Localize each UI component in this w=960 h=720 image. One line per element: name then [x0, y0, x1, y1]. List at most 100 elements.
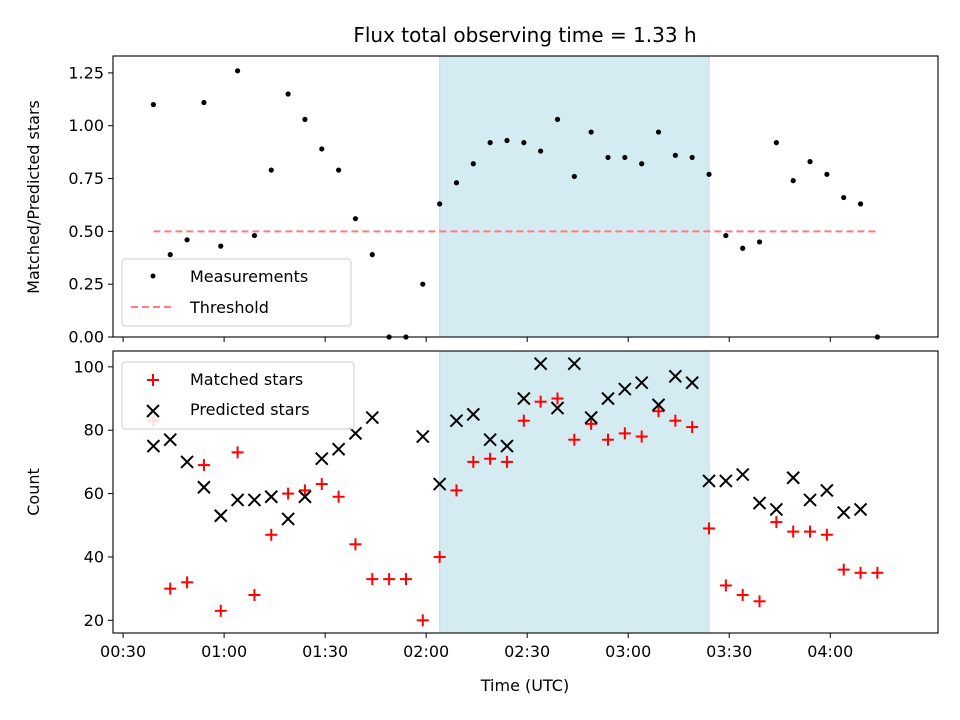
- legend-matched-label: Matched stars: [190, 370, 303, 389]
- predicted-star-point: [550, 401, 565, 415]
- measurement-point: [756, 239, 763, 245]
- legend-measurements-label: Measurements: [190, 267, 308, 286]
- top-legend-box: [121, 258, 352, 327]
- bot-y-tick-label: 100: [73, 357, 104, 376]
- predicted-star-point: [803, 493, 817, 507]
- matched-star-point: [534, 395, 547, 408]
- measurement-point: [571, 173, 577, 180]
- predicted-star-point: [500, 439, 514, 453]
- bottom-legend-box: [121, 361, 355, 430]
- measurement-point: [824, 171, 830, 177]
- predicted-star-point: [853, 502, 868, 517]
- matched-star-point: [871, 566, 884, 579]
- legend-predicted-label: Predicted stars: [190, 400, 310, 419]
- matched-star-point: [197, 459, 210, 472]
- x-tick-label: 02:30: [504, 642, 550, 661]
- top-x-ticks: [122, 337, 831, 342]
- bot-y-tick-label: 40: [84, 547, 104, 566]
- predicted-star-point: [786, 471, 800, 485]
- predicted-star-point: [230, 493, 245, 507]
- measurement-point: [504, 137, 510, 144]
- matched-star-point: [500, 455, 513, 468]
- predicted-star-point: [584, 410, 598, 425]
- predicted-star-point: [365, 410, 379, 425]
- measurement-point: [487, 140, 493, 146]
- x-tick-label: 03:30: [706, 642, 752, 661]
- x-tick-label: 02:00: [403, 642, 449, 661]
- predicted-star-point: [483, 433, 497, 447]
- measurement-point: [336, 167, 342, 173]
- matched-star-point: [265, 528, 278, 541]
- matched-star-point: [366, 573, 379, 586]
- legend-measurements-marker: [150, 273, 156, 279]
- bot-y-tick-label: 80: [84, 421, 104, 440]
- measurement-point: [639, 161, 645, 167]
- bottom-x-ticks: 00:30 01:00 01:30 02:00 02:30 03:00 03:30 04:00: [100, 633, 853, 661]
- measurement-point: [453, 180, 460, 186]
- x-tick-label: 01:00: [201, 642, 247, 661]
- predicted-star-point: [146, 439, 161, 453]
- top-y-tick-label: 1.25: [68, 63, 104, 82]
- top-axes-frame: [112, 55, 939, 338]
- matched-star-point: [618, 427, 631, 440]
- top-y-tick-label: 0.00: [68, 328, 104, 347]
- measurement-point: [790, 178, 796, 184]
- matched-star-point: [787, 525, 800, 538]
- measurement-point: [470, 161, 476, 167]
- predicted-star-point: [601, 391, 615, 406]
- legend-predicted-marker: [146, 404, 160, 418]
- measurement-point: [857, 201, 864, 207]
- predicted-star-point: [197, 480, 211, 494]
- top-y-ticks: 0.00 0.25 0.50 0.75 1.00 1.25: [68, 63, 113, 347]
- matched-star-point: [181, 576, 194, 589]
- x-tick-label: 00:30: [100, 642, 146, 661]
- predicted-star-point: [685, 375, 699, 390]
- predicted-star-point: [702, 474, 716, 488]
- matched-star-point: [568, 433, 581, 446]
- predicted-star-point: [315, 452, 329, 466]
- measurement-point: [201, 99, 207, 106]
- matched-star-point: [820, 528, 833, 541]
- matched-star-point: [467, 455, 480, 468]
- measurement-point: [302, 116, 308, 122]
- matched-star-point: [164, 582, 177, 595]
- matched-star-point: [686, 421, 699, 434]
- matched-star-point: [399, 573, 412, 586]
- measurement-point: [807, 159, 813, 165]
- matched-star-point: [652, 405, 665, 418]
- measurement-point: [437, 201, 443, 207]
- measurement-point: [706, 171, 712, 177]
- measurement-point: [841, 194, 847, 201]
- matched-star-point: [433, 550, 446, 563]
- predicted-star-point: [264, 490, 278, 504]
- predicted-star-point: [214, 509, 228, 523]
- matched-star-point: [804, 525, 817, 538]
- matched-star-point: [282, 487, 295, 500]
- matched-star-point: [248, 588, 261, 601]
- top-y-axis-label: Matched/Predicted stars: [24, 100, 43, 294]
- top-shaded-span: [439, 56, 710, 337]
- matched-star-point: [602, 433, 614, 446]
- x-tick-label: 03:00: [605, 642, 651, 661]
- predicted-star-point: [651, 398, 666, 412]
- matched-star-point: [770, 516, 783, 529]
- measurement-point: [689, 154, 695, 161]
- predicted-star-point: [416, 429, 430, 444]
- predicted-star-point: [247, 493, 262, 507]
- measurement-point: [420, 281, 426, 287]
- matched-star-point: [635, 430, 648, 443]
- predicted-star-point: [668, 369, 683, 384]
- measurement-point: [251, 232, 258, 239]
- matched-star-point: [585, 417, 598, 430]
- measurement-point: [268, 167, 274, 173]
- measurement-point: [554, 116, 561, 122]
- predicted-star-point: [769, 502, 784, 517]
- predicted-star-point: [820, 483, 834, 498]
- predicted-star-point: [567, 356, 582, 371]
- matched-star-point: [551, 392, 564, 405]
- top-y-tick-label: 1.00: [68, 116, 104, 135]
- bot-y-tick-label: 20: [84, 611, 104, 630]
- x-axis-label: Time (UTC): [480, 676, 569, 695]
- matched-star-point: [231, 446, 244, 459]
- predicted-star-point: [837, 505, 851, 520]
